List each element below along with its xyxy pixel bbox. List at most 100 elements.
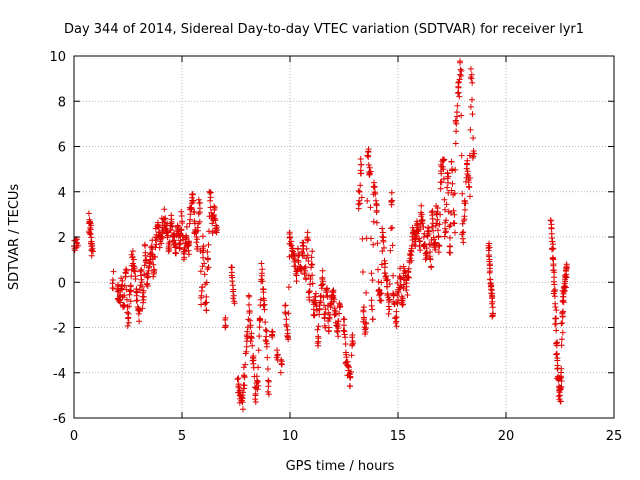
data-point (381, 244, 387, 251)
data-point (306, 288, 313, 295)
data-point (235, 375, 242, 382)
data-point (458, 152, 465, 159)
data-point (152, 237, 159, 244)
data-point (550, 278, 557, 285)
data-point (486, 240, 493, 247)
y-tick-label: 4 (58, 186, 66, 201)
data-point (562, 273, 569, 280)
data-point (141, 262, 148, 269)
x-tick-label: 25 (606, 429, 623, 444)
data-point (553, 320, 559, 327)
data-point (213, 225, 219, 232)
data-point (384, 290, 391, 297)
data-point (293, 278, 300, 285)
data-point (159, 234, 166, 241)
data-point (284, 327, 291, 333)
data-point (205, 264, 212, 271)
data-point (315, 335, 322, 342)
data-point (394, 280, 401, 286)
data-point (285, 284, 292, 291)
data-point (563, 274, 570, 281)
data-point (260, 302, 267, 309)
data-point (464, 157, 471, 164)
data-point (357, 156, 364, 162)
data-point (417, 238, 424, 244)
data-point (186, 238, 192, 245)
data-point (467, 103, 474, 110)
data-point (264, 354, 271, 361)
x-tick-label: 5 (178, 429, 186, 444)
data-point (222, 316, 229, 323)
data-point (405, 274, 412, 281)
data-point (376, 297, 383, 304)
data-point (203, 279, 210, 286)
data-point (127, 283, 134, 290)
data-point (444, 170, 451, 177)
data-point (385, 310, 392, 317)
data-point (261, 301, 268, 308)
data-point (140, 297, 147, 303)
data-point (193, 239, 200, 246)
data-point (448, 158, 455, 165)
data-point (118, 285, 124, 292)
data-point (222, 322, 229, 329)
data-point (452, 140, 459, 147)
y-tick-label: 2 (58, 231, 66, 246)
data-point (441, 196, 448, 203)
data-point (228, 269, 235, 276)
data-point (194, 236, 201, 243)
data-point (201, 271, 208, 278)
data-point (182, 236, 189, 243)
data-point (264, 366, 271, 372)
data-point (434, 216, 441, 223)
data-point (361, 316, 367, 323)
data-point (549, 255, 556, 262)
data-point (241, 373, 248, 380)
data-point (212, 217, 219, 224)
data-point (400, 263, 407, 270)
data-point (346, 383, 353, 389)
data-point (442, 225, 449, 232)
data-point (305, 258, 312, 264)
data-point (489, 298, 496, 305)
data-point (385, 297, 392, 304)
data-point (397, 265, 404, 272)
data-point (368, 270, 375, 277)
data-point (405, 265, 412, 272)
data-point (373, 200, 380, 207)
data-point (556, 396, 563, 403)
data-point (334, 329, 341, 335)
data-point (403, 280, 410, 287)
data-point (246, 301, 252, 308)
data-point (331, 312, 338, 318)
data-point (369, 316, 376, 323)
data-point (458, 112, 465, 119)
data-point (322, 311, 329, 318)
data-point (428, 264, 435, 271)
data-point (181, 248, 188, 255)
data-point (368, 235, 374, 242)
data-point (167, 227, 174, 233)
data-point (560, 308, 566, 315)
data-point (309, 280, 316, 287)
data-point (558, 320, 565, 327)
data-point (356, 200, 363, 207)
data-point (254, 378, 261, 385)
data-point (308, 254, 315, 261)
data-point (447, 222, 454, 228)
data-point (462, 200, 469, 207)
data-point (121, 282, 128, 289)
data-point (146, 259, 153, 266)
data-point (129, 253, 136, 260)
data-point (559, 298, 566, 305)
data-point (456, 93, 463, 100)
data-point (265, 391, 272, 398)
data-point (132, 268, 138, 275)
data-point (395, 289, 402, 296)
data-point (312, 293, 319, 300)
data-point (548, 225, 555, 232)
data-point (388, 189, 395, 196)
data-point (445, 179, 451, 186)
data-point (317, 298, 324, 304)
data-point (468, 71, 475, 78)
